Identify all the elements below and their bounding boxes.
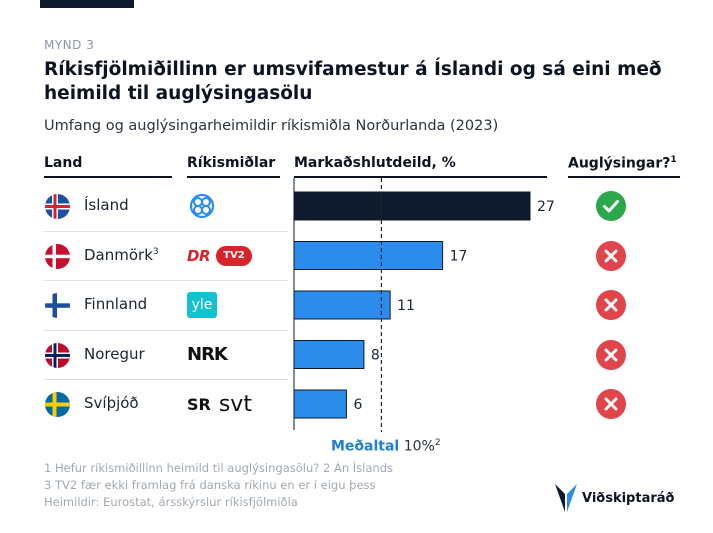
country-label: Danmörk3	[84, 246, 159, 264]
vidskiptarad-logo-icon	[555, 484, 577, 512]
row-separator	[44, 280, 288, 281]
ruv-logo-icon	[187, 192, 217, 220]
finland-flag	[45, 293, 70, 318]
svt-logo-text: svt	[218, 391, 252, 417]
chart-subtitle: Umfang og auglýsingarheimildir ríkismiðl…	[44, 118, 499, 134]
header-ads: Auglýsingar?1	[568, 155, 677, 172]
nrk-logo-icon: NRK	[187, 341, 228, 369]
chart-title: Ríkisfjölmiðillinn er umsvifamestur á Ís…	[44, 59, 662, 104]
top-accent-bar	[40, 0, 134, 8]
dr-tv2-logo-icon: DR TV2	[187, 242, 253, 270]
country-note: 3	[152, 246, 159, 257]
header-rule-media	[187, 176, 280, 178]
header-media: Ríkismiðlar	[187, 155, 276, 171]
bar-value-label: 27	[537, 199, 555, 215]
average-label: Meðaltal 10%2	[331, 438, 441, 455]
check-icon	[596, 191, 626, 221]
average-word: Meðaltal	[331, 438, 400, 455]
figure-label: MYND 3	[44, 38, 95, 52]
cross-icon	[596, 290, 626, 320]
sr-svt-logo-icon: SR svt	[187, 390, 252, 418]
bar-0	[293, 191, 531, 221]
bar-2	[293, 290, 391, 320]
header-ads-label: Auglýsingar?	[568, 155, 671, 172]
average-note: 2	[434, 438, 441, 448]
bar-value-label: 17	[450, 249, 468, 265]
sr-logo-text: SR	[187, 394, 211, 414]
cross-icon	[596, 339, 626, 370]
country-name: Finnland	[84, 295, 148, 313]
country-label: Noregur	[84, 345, 145, 363]
tv2-logo-badge: TV2	[216, 245, 253, 266]
yle-logo-badge: yle	[187, 292, 217, 318]
header-ads-note: 1	[670, 155, 677, 165]
country-label: Svíþjóð	[84, 394, 139, 412]
header-land: Land	[44, 155, 83, 171]
yle-logo-icon: yle	[187, 291, 217, 319]
cross-icon	[596, 240, 626, 271]
brand-name: Viðskiptaráð	[582, 491, 675, 506]
header-rule-ads	[568, 176, 680, 178]
country-label: Ísland	[84, 196, 129, 214]
norway-flag	[45, 342, 70, 368]
bar-1	[293, 241, 444, 270]
header-share: Markaðshlutdeild, %	[294, 155, 456, 171]
cross-icon	[596, 389, 626, 419]
average-value: 10%	[403, 438, 435, 455]
country-name: Svíþjóð	[84, 394, 139, 412]
bar-4	[293, 389, 347, 419]
sweden-flag	[45, 392, 70, 417]
header-rule-land	[44, 176, 172, 178]
footnote-1: 1 Hefur ríkismiðillinn heimild til auglý…	[44, 461, 394, 475]
country-name: Noregur	[84, 344, 145, 363]
row-separator	[44, 329, 288, 331]
country-label: Finnland	[84, 295, 147, 313]
iceland-flag	[45, 194, 70, 219]
footnote-3: Heimildir: Eurostat, ársskýrslur ríkisfj…	[44, 495, 298, 509]
footnote-2: 3 TV2 fær ekki framlag frá danska ríkinu…	[44, 478, 376, 492]
nrk-logo-text: NRK	[187, 344, 228, 365]
country-name: Danmörk	[84, 245, 153, 264]
denmark-flag	[45, 243, 70, 269]
header-rule-share	[294, 176, 547, 178]
row-separator	[44, 379, 288, 380]
row-separator	[44, 230, 288, 232]
dr-logo-text: DR	[187, 246, 211, 265]
bar-3	[293, 340, 365, 369]
bar-value-label: 8	[371, 348, 380, 364]
bar-value-label: 6	[353, 397, 362, 413]
bar-value-label: 11	[397, 298, 415, 314]
country-name: Ísland	[84, 196, 129, 214]
